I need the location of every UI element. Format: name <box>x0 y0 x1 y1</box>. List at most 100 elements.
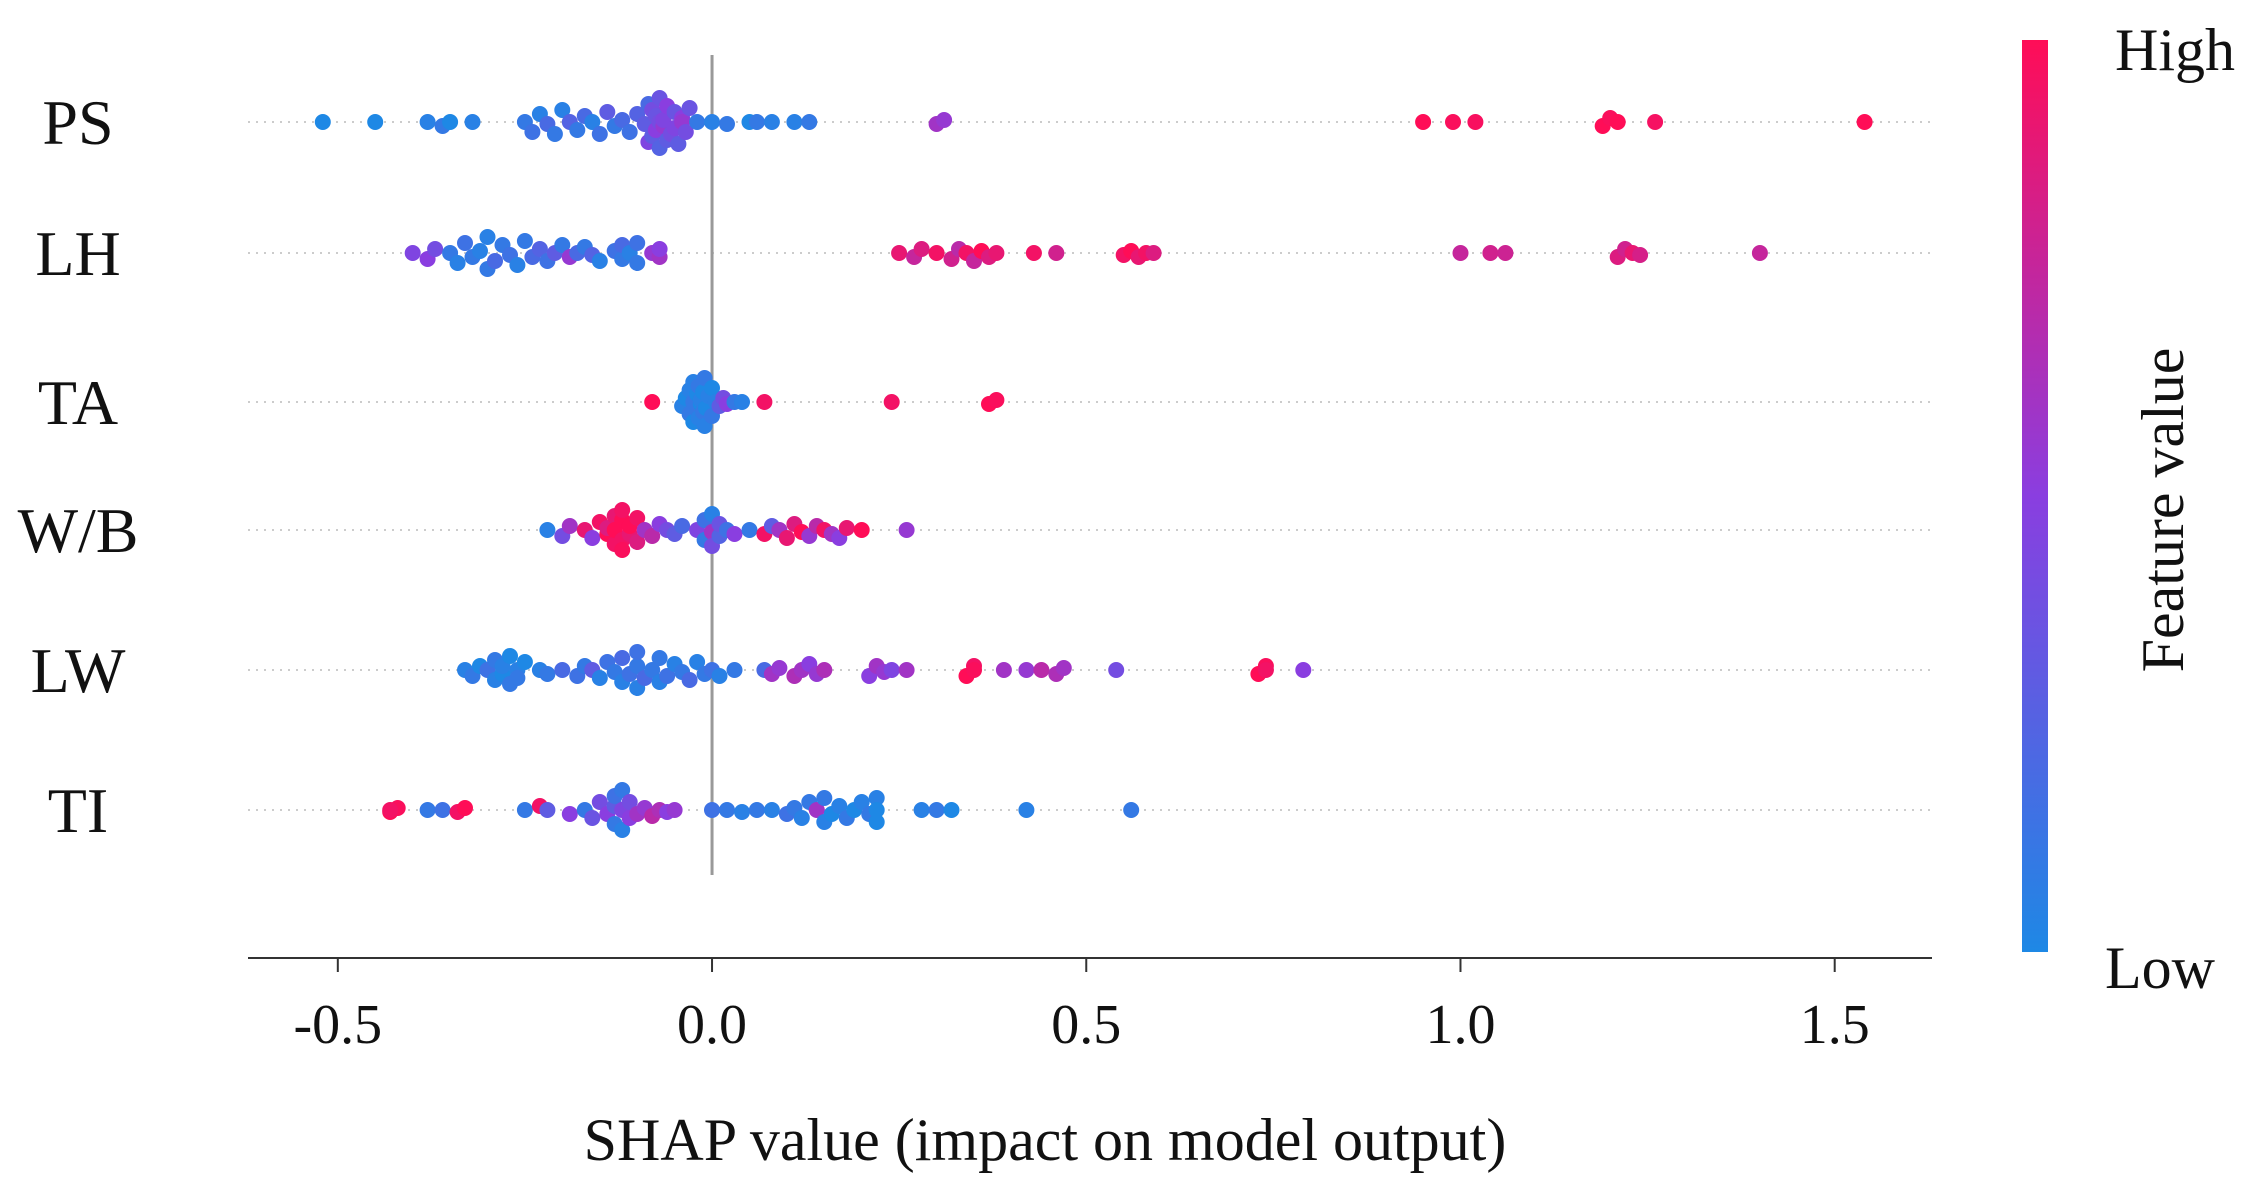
shap-point <box>539 802 556 818</box>
shap-point <box>659 668 676 684</box>
shap-point <box>883 662 900 678</box>
shap-point <box>748 114 765 130</box>
shap-point <box>591 253 608 269</box>
shap-point <box>1647 114 1664 130</box>
shap-point <box>464 114 481 130</box>
shap-point <box>808 802 825 818</box>
shap-point <box>614 822 631 838</box>
x-tick-label: 1.0 <box>1425 994 1495 1056</box>
shap-point <box>1609 114 1626 130</box>
feature-label: W/B <box>18 495 139 566</box>
shap-point <box>367 114 384 130</box>
shap-point <box>591 794 608 810</box>
shap-point <box>793 810 810 826</box>
shap-point <box>681 100 698 116</box>
shap-point <box>314 114 331 130</box>
shap-point <box>913 802 930 818</box>
shap-point <box>704 802 720 818</box>
shap-point <box>726 526 743 542</box>
shap-point <box>734 394 750 410</box>
shap-point <box>629 534 646 550</box>
shap-point <box>816 790 833 806</box>
shap-point <box>1467 114 1484 130</box>
shap-point <box>419 114 436 130</box>
x-ticks: -0.5 0.0 0.5 1.0 1.5 <box>293 958 1870 1056</box>
shap-point <box>614 782 631 798</box>
shap-point <box>748 802 765 818</box>
shap-point <box>561 518 578 534</box>
shap-point <box>853 794 870 810</box>
shap-point <box>670 136 687 152</box>
shap-point <box>554 102 571 118</box>
shap-point <box>516 802 533 818</box>
shap-point <box>644 662 661 678</box>
shap-point <box>936 112 953 128</box>
shap-point <box>913 241 930 257</box>
x-tick-label: 0.5 <box>1051 994 1121 1056</box>
shap-point <box>1415 114 1432 130</box>
shap-point <box>831 798 848 814</box>
feature-label: TI <box>48 775 108 846</box>
shap-point <box>584 810 601 826</box>
shap-point <box>1856 114 1873 130</box>
shap-point <box>711 668 728 684</box>
shap-point <box>928 802 945 818</box>
shap-point <box>1751 245 1768 261</box>
shap-point <box>988 392 1005 408</box>
shap-point <box>614 542 631 558</box>
shap-point <box>689 654 706 670</box>
shap-point <box>434 802 451 818</box>
shap-point <box>1145 245 1162 261</box>
shap-point <box>591 126 608 142</box>
shap-point <box>487 253 503 269</box>
shap-point <box>883 394 900 410</box>
shap-point <box>1018 802 1035 818</box>
shap-point <box>569 122 586 138</box>
feature-labels: PS LH TA W/B LW TI <box>18 87 139 846</box>
shap-point <box>419 802 436 818</box>
shap-point <box>516 654 533 670</box>
shap-point <box>726 662 743 678</box>
shap-point <box>756 394 773 410</box>
shap-point <box>689 114 706 130</box>
shap-point <box>382 802 399 818</box>
feature-label: PS <box>42 87 113 158</box>
shap-point <box>629 658 646 674</box>
shap-point <box>614 112 631 128</box>
shap-point <box>943 802 960 818</box>
shap-point <box>674 518 691 534</box>
shap-point <box>1497 245 1514 261</box>
shap-point <box>1257 662 1274 678</box>
shap-point <box>1452 245 1469 261</box>
shap-point <box>629 255 646 271</box>
shap-point <box>853 522 870 538</box>
shap-point <box>655 112 672 128</box>
shap-point <box>1055 660 1072 676</box>
shap-point <box>539 666 556 682</box>
shap-point <box>1048 245 1065 261</box>
shap-point <box>681 672 698 688</box>
feature-label: TA <box>38 367 118 438</box>
shap-point <box>1025 245 1042 261</box>
shap-point <box>599 104 616 120</box>
shap-point <box>629 644 646 660</box>
shap-point <box>1482 245 1499 261</box>
shap-point <box>1445 114 1461 130</box>
shap-point <box>771 660 788 676</box>
shap-point <box>786 114 803 130</box>
colorbar-low-label: Low <box>2105 935 2216 1001</box>
shap-point <box>704 114 720 130</box>
shap-point <box>516 233 533 249</box>
shap-point <box>629 235 646 251</box>
shap-point <box>651 650 668 666</box>
shap-point <box>1123 802 1140 818</box>
x-tick-label: -0.5 <box>293 994 382 1056</box>
beeswarm-points <box>314 90 1873 838</box>
shap-point <box>1033 662 1050 678</box>
shap-point <box>554 662 571 678</box>
shap-point <box>719 802 735 818</box>
shap-point <box>1108 662 1125 678</box>
shap-point <box>644 528 661 544</box>
shap-point <box>1632 247 1649 263</box>
